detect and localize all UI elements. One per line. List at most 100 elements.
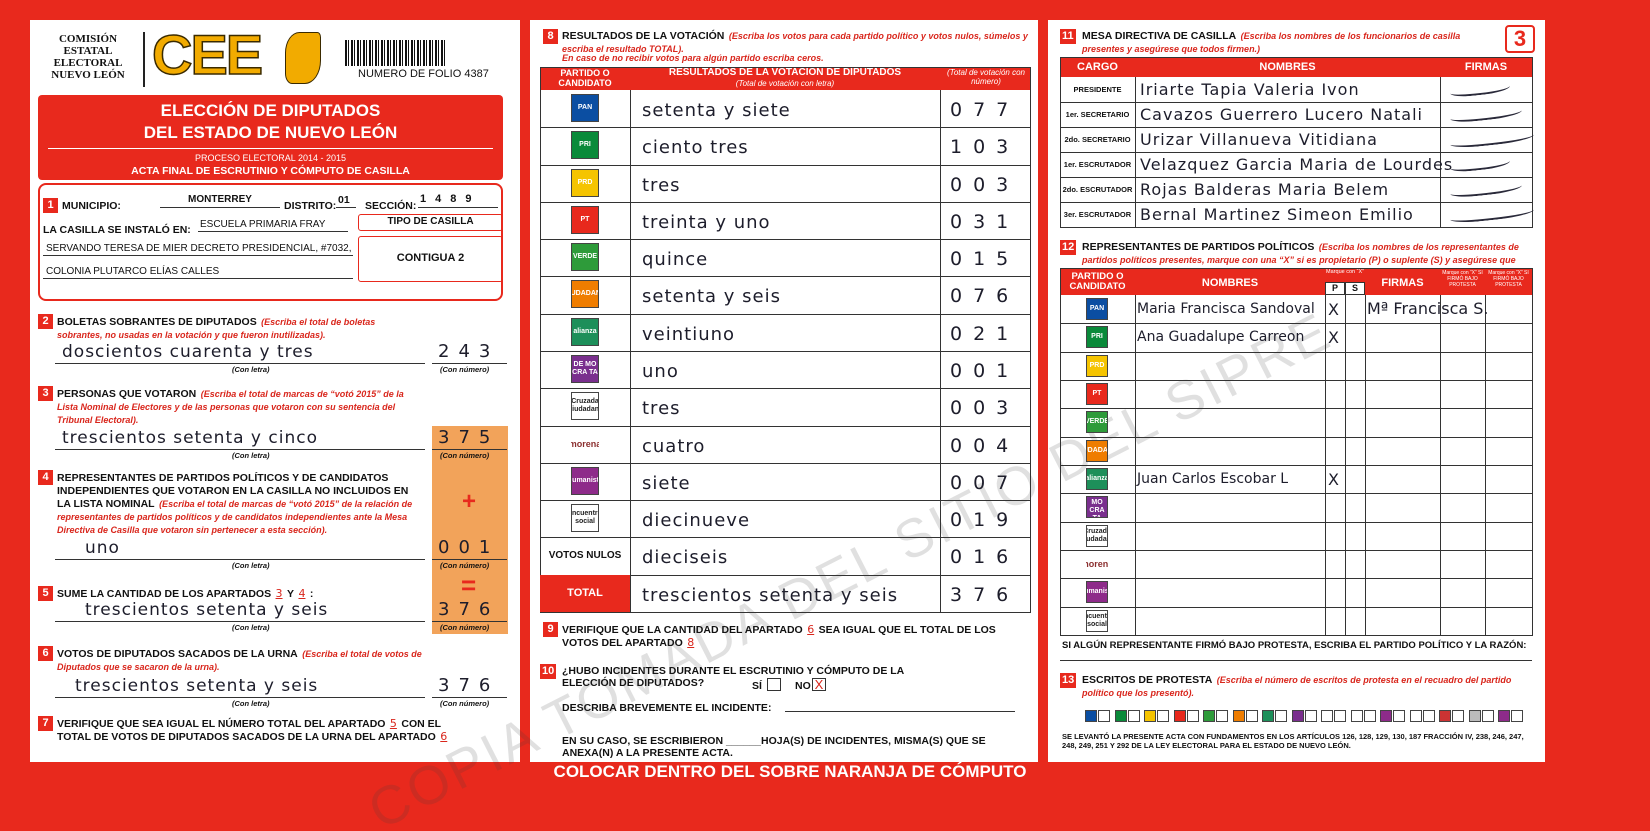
rule-line <box>540 164 1030 166</box>
party-logo: PT <box>571 205 599 234</box>
table-header <box>1060 268 1532 295</box>
column-header: (Total de votación con número) <box>947 68 1025 86</box>
rule-line <box>540 500 1030 502</box>
section-note: (Escriba el total de votos de Diputados … <box>57 649 422 672</box>
handwritten-number: 004 <box>950 434 1020 457</box>
org-name: COMISIÓN <box>58 33 118 45</box>
section-title: REPRESENTANTES DE PARTIDOS POLÍTICOS Y D… <box>57 472 409 510</box>
row-label: VOTOS NULOS <box>548 550 622 562</box>
rule-line <box>432 559 507 560</box>
reference: 6 <box>440 730 448 743</box>
title-rule <box>48 148 493 149</box>
rule-line <box>432 697 507 698</box>
handwritten-number: 376 <box>438 675 500 696</box>
title-line: DEL ESTADO DE NUEVO LEÓN <box>143 123 398 142</box>
rule-line <box>1060 660 1532 661</box>
party-logo: Humanista <box>571 466 599 495</box>
party-logo: morena <box>571 429 599 458</box>
section-note: (Escriba el total de boletas sobrantes, … <box>57 317 376 340</box>
rule-line <box>540 351 1030 352</box>
cargo: 2do. ESCRUTADOR <box>1062 185 1133 194</box>
reference: 4 <box>298 587 306 600</box>
section-number: 9 <box>543 622 558 637</box>
signature: Mª Francisca S. <box>1367 299 1489 318</box>
handwritten-number: 103 <box>950 136 1020 159</box>
protest-box <box>1157 710 1169 722</box>
protest-box <box>1334 710 1346 722</box>
protest-box <box>1481 710 1494 722</box>
rule-line <box>1060 202 1532 203</box>
protest-box <box>1186 710 1199 722</box>
handwriting: ciento tres <box>642 137 749 159</box>
rule-line <box>540 313 1030 315</box>
handwriting: Cavazos Guerrero Lucero Natali <box>1140 105 1423 124</box>
party-logo: PRD <box>1086 354 1108 377</box>
handwriting: treinta y uno <box>642 211 771 233</box>
rule-line <box>55 621 425 622</box>
rule-line <box>1060 606 1532 608</box>
party-logo: Cruzada Ciudadana <box>1086 524 1108 547</box>
protest-logo <box>1203 710 1215 722</box>
handwritten-number: 019 <box>950 509 1020 532</box>
rule-line <box>1060 177 1532 178</box>
org-name: ELECTORAL <box>53 57 123 69</box>
section-number: 12 <box>1060 240 1077 255</box>
handwriting: diecinueve <box>642 510 751 532</box>
column-header: (Total de votación con letra) <box>735 79 835 88</box>
reference: 3 <box>275 587 283 600</box>
section-number: 11 <box>1060 29 1076 44</box>
section-heading: VERIFIQUE QUE SEA IGUAL EL NÚMERO TOTAL … <box>57 717 457 744</box>
handwriting: setenta y seis <box>642 286 782 308</box>
checkbox: X <box>812 678 826 691</box>
legal-note: SE LEVANTÓ LA PRESENTE ACTA CON FUNDAMEN… <box>1062 732 1524 750</box>
section-title: ¿HUBO INCIDENTES DURANTE EL ESCRUTINIO Y… <box>562 665 904 689</box>
handwritten-number: 016 <box>950 546 1020 569</box>
caption: (Con número) <box>440 451 490 460</box>
rule-line <box>1060 465 1532 466</box>
rule-line <box>160 207 280 208</box>
rule-line <box>43 255 353 256</box>
caption: (Con número) <box>440 365 490 374</box>
protest-logo <box>1498 710 1510 722</box>
rule-line <box>1060 102 1532 103</box>
handwriting: tres <box>642 174 681 196</box>
operator: + <box>462 488 477 515</box>
protest-box <box>1304 710 1317 722</box>
table-frame <box>1060 268 1533 636</box>
title-line: ELECCIÓN DE DIPUTADOS <box>160 101 381 120</box>
caption: (Con letra) <box>232 623 270 632</box>
handwriting: Ana Guadalupe Carreon <box>1137 329 1305 346</box>
section-number: 10 <box>540 664 557 679</box>
handwriting: Rojas Balderas Maria Belem <box>1140 180 1390 199</box>
section-number: 2 <box>38 314 53 329</box>
party-logo: morena <box>1086 553 1108 575</box>
section-title: VOTOS DE DIPUTADOS SACADOS DE LA URNA <box>57 648 298 660</box>
handwritten-number: 076 <box>950 285 1020 308</box>
handwritten-number: 003 <box>950 173 1020 196</box>
rule-line <box>540 537 1030 539</box>
handwriting: setenta y siete <box>642 100 791 121</box>
rule-line <box>432 449 507 450</box>
handwriting: cuatro <box>642 435 706 457</box>
rule-line <box>43 278 353 279</box>
rule-line <box>1060 550 1532 551</box>
column-header: S <box>1345 282 1365 295</box>
handwriting: veintiuno <box>642 323 736 345</box>
protest-box <box>1422 710 1435 722</box>
section-title: BOLETAS SOBRANTES DE DIPUTADOS <box>57 316 257 328</box>
column-header: FIRMAS <box>1381 277 1424 289</box>
section-title: VERIFIQUE QUE LA CANTIDAD DEL APARTADO <box>562 624 803 636</box>
handwriting: trescientos setenta y seis <box>642 584 899 606</box>
rule-line <box>55 363 425 364</box>
party-logo: VERDE <box>571 243 599 272</box>
protest-logo <box>1232 710 1245 722</box>
rule-line <box>540 462 1030 464</box>
handwriting: uno <box>642 361 679 382</box>
label: LA CASILLA SE INSTALÓ EN: <box>43 224 191 236</box>
party-logo: DE MO CRA TA <box>1086 496 1108 519</box>
protest-box <box>1511 710 1523 722</box>
cargo: 3er. ESCRUTADOR <box>1063 210 1132 219</box>
column-header: PARTIDO O CANDIDATO <box>558 68 612 88</box>
right-panel <box>1048 20 1545 762</box>
